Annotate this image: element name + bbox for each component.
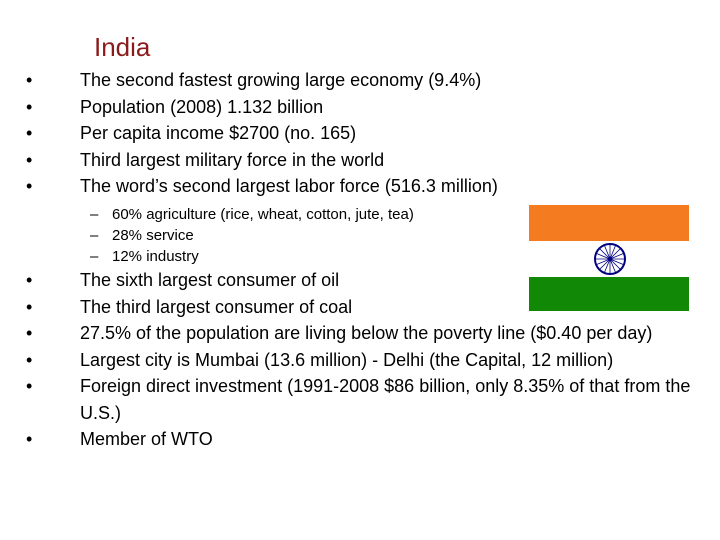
bullet-text: The second fastest growing large economy…: [80, 70, 482, 90]
bullet-list-bottom: • The sixth largest consumer of oil • The …: [0, 267, 705, 453]
bullet-text: Population (2008) 1.132 billion: [80, 96, 324, 117]
bullet-item: • The word’s second largest labor force (…: [0, 173, 705, 200]
bullet-marker: •: [26, 176, 33, 196]
bullet-item: • Member of WTO: [0, 426, 705, 453]
bullet-marker: •: [26, 123, 33, 143]
bullet-item: • Foreign direct investment (1991-2008 $8…: [0, 373, 705, 426]
bullet-text: The word’s second largest labor force (5…: [80, 176, 498, 196]
dash-marker: –: [90, 248, 99, 265]
bullet-item: • Largest city is Mumbai (13.6 million) -…: [0, 347, 705, 374]
dash-marker: –: [90, 227, 99, 244]
sub-bullet-list: –60% agriculture (rice, wheat, cotton, j…: [0, 204, 414, 267]
bullet-marker: •: [26, 149, 33, 170]
sub-bullet-text: 60% agriculture (rice, wheat, cotton, ju…: [112, 206, 414, 223]
bullet-item: • The third largest consumer of coal: [0, 294, 705, 321]
bullet-marker: •: [26, 349, 33, 370]
bullet-item: • Population (2008) 1.132 billion: [0, 94, 705, 121]
bullet-text: Largest city is Mumbai (13.6 million) - …: [80, 349, 614, 370]
sub-bullet-item: –12% industry: [0, 246, 414, 267]
sub-bullet-item: –60% agriculture (rice, wheat, cotton, j…: [0, 204, 414, 225]
bullet-item: • The second fastest growing large econom…: [0, 67, 705, 94]
bullet-text: Member of WTO: [80, 429, 213, 449]
bullet-text: 27.5% of the population are living below…: [80, 323, 653, 343]
sub-bullet-text: 12% industry: [112, 248, 199, 265]
bullet-text: Third largest military force in the worl…: [80, 149, 385, 170]
sub-bullet-item: –28% service: [0, 225, 414, 246]
india-flag-icon: [529, 205, 689, 311]
bullet-marker: •: [26, 323, 33, 343]
bullet-marker: •: [26, 429, 33, 449]
bullet-marker: •: [26, 296, 33, 317]
bullet-marker: •: [26, 270, 33, 290]
bullet-item: • Third largest military force in the wor…: [0, 147, 705, 174]
bullet-item: • Per capita income $2700 (no. 165): [0, 120, 705, 147]
bullet-marker: •: [26, 96, 33, 117]
bullet-item: • 27.5% of the population are living belo…: [0, 320, 705, 347]
bullet-marker: •: [26, 70, 33, 90]
flag-green-band: [529, 277, 689, 311]
sub-bullet-text: 28% service: [112, 227, 194, 244]
bullet-item: • The sixth largest consumer of oil: [0, 267, 705, 294]
flag-saffron-band: [529, 205, 689, 241]
bullet-marker: •: [26, 376, 33, 396]
bullet-text: The sixth largest consumer of oil: [80, 270, 340, 290]
slide-title: India: [94, 32, 151, 62]
bullet-text: Foreign direct investment (1991-2008 $86…: [80, 376, 691, 423]
ashoka-chakra-icon: [594, 243, 626, 275]
dash-marker: –: [90, 206, 99, 223]
bullet-text: Per capita income $2700 (no. 165): [80, 123, 357, 143]
bullet-text: The third largest consumer of coal: [80, 296, 353, 317]
bullet-list-top: • The second fastest growing large econom…: [0, 67, 705, 200]
